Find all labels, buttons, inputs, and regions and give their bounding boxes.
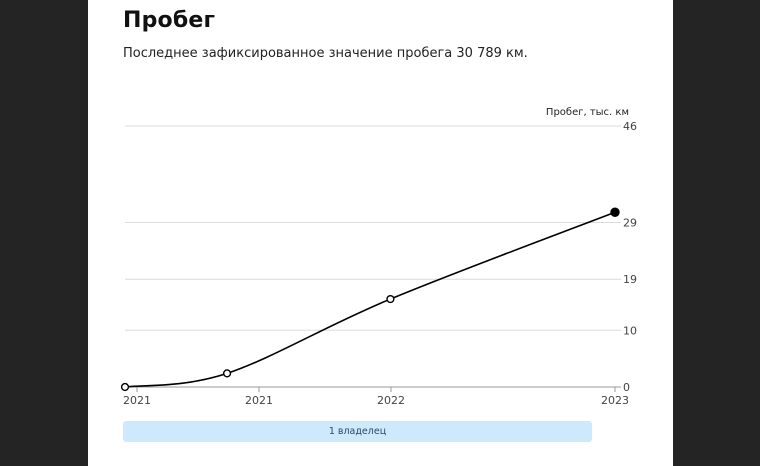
mileage-line: [124, 211, 616, 388]
mileage-subtitle: Последнее зафиксированное значение пробе…: [123, 46, 528, 61]
mileage-card: Пробег Последнее зафиксированное значени…: [88, 0, 673, 466]
y-tick-label: 10: [623, 324, 637, 337]
y-tick-label: 29: [623, 216, 637, 229]
y-tick-label: 0: [623, 381, 630, 394]
data-point-latest[interactable]: [610, 207, 620, 217]
data-point[interactable]: [386, 294, 395, 304]
x-tick-label: 2021: [245, 394, 273, 407]
mileage-chart: 0 10 19 29 46 2021 2021 2022 2023 Пробег, тыс. …: [120, 107, 637, 407]
page-title: Пробег: [123, 8, 216, 33]
y-tick-label: 46: [623, 120, 637, 133]
data-point[interactable]: [222, 369, 232, 378]
y-tick-label: 19: [623, 273, 637, 286]
data-point[interactable]: [120, 382, 130, 392]
x-tick-label: 2022: [377, 394, 405, 407]
x-tick-label: 2021: [123, 394, 151, 407]
owner-bar[interactable]: 1 владелец: [123, 421, 592, 442]
y-axis-label: Пробег, тыс. км: [546, 107, 629, 118]
x-tick-label: 2023: [601, 394, 629, 407]
owner-bar-label: 1 владелец: [328, 426, 387, 437]
